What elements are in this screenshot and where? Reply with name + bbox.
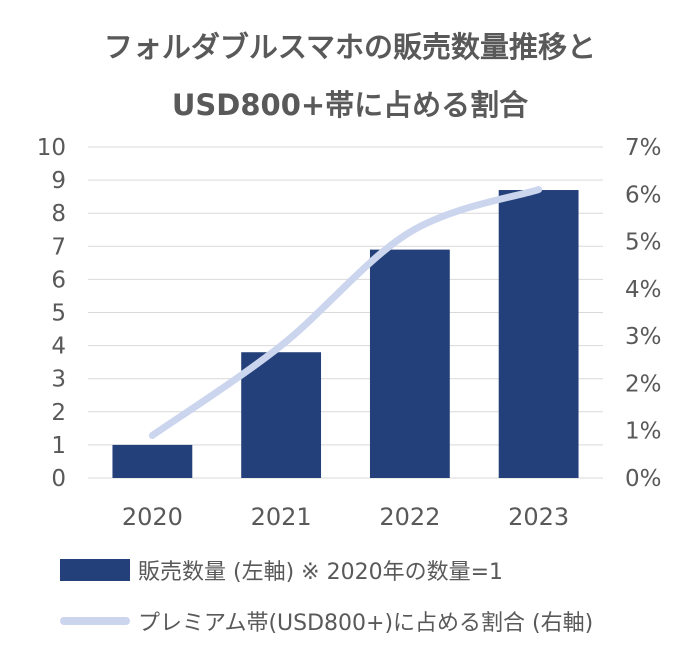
y-right-tick-label: 0% (625, 466, 662, 492)
y-left-tick-label: 7 (51, 234, 66, 260)
legend-label-bar: 販売数量 (左軸) ※ 2020年の数量=1 (138, 560, 503, 585)
y-left-tick-label: 1 (51, 433, 66, 459)
bar (369, 249, 450, 478)
y-right-tick-label: 4% (625, 277, 662, 303)
y-left-tick-label: 5 (51, 301, 66, 327)
series-line (148, 186, 543, 439)
y-right-tick-label: 7% (625, 135, 662, 161)
y-left-tick-label: 6 (51, 267, 66, 293)
y-left-tick-label: 10 (37, 135, 66, 161)
legend-item-bar: 販売数量 (左軸) ※ 2020年の数量=1 (60, 550, 503, 590)
legend-swatch-bar (60, 559, 130, 581)
y-left-tick-label: 2 (51, 400, 66, 426)
x-tick-label: 2022 (379, 503, 440, 531)
legend-item-line: プレミアム帯(USD800+)に占める割合 (右軸) (60, 601, 593, 641)
y-right-tick-label: 2% (625, 371, 662, 397)
bar (241, 352, 322, 478)
y-left-tick-label: 3 (51, 367, 66, 393)
bar (498, 190, 579, 478)
x-tick-label: 2020 (122, 503, 183, 531)
y-right-tick-label: 5% (625, 230, 662, 256)
y-left-tick-label: 4 (51, 334, 66, 360)
bar (112, 444, 193, 478)
y-left-tick-label: 0 (51, 466, 66, 492)
chart-title-line-1: フォルダブルスマホの販売数量推移と (103, 30, 597, 64)
y-left-tick-label: 9 (51, 168, 66, 194)
y-left-tick-label: 8 (51, 201, 66, 227)
y-right-tick-label: 1% (625, 419, 662, 445)
x-tick-label: 2023 (508, 503, 569, 531)
legend-label-line: プレミアム帯(USD800+)に占める割合 (右軸) (138, 611, 594, 636)
x-tick-label: 2021 (251, 503, 312, 531)
y-right-tick-label: 3% (625, 324, 662, 350)
legend-swatch-line (60, 617, 130, 625)
chart-title-line-2: USD800+帯に占める割合 (171, 88, 529, 122)
y-right-tick-label: 6% (625, 182, 662, 208)
